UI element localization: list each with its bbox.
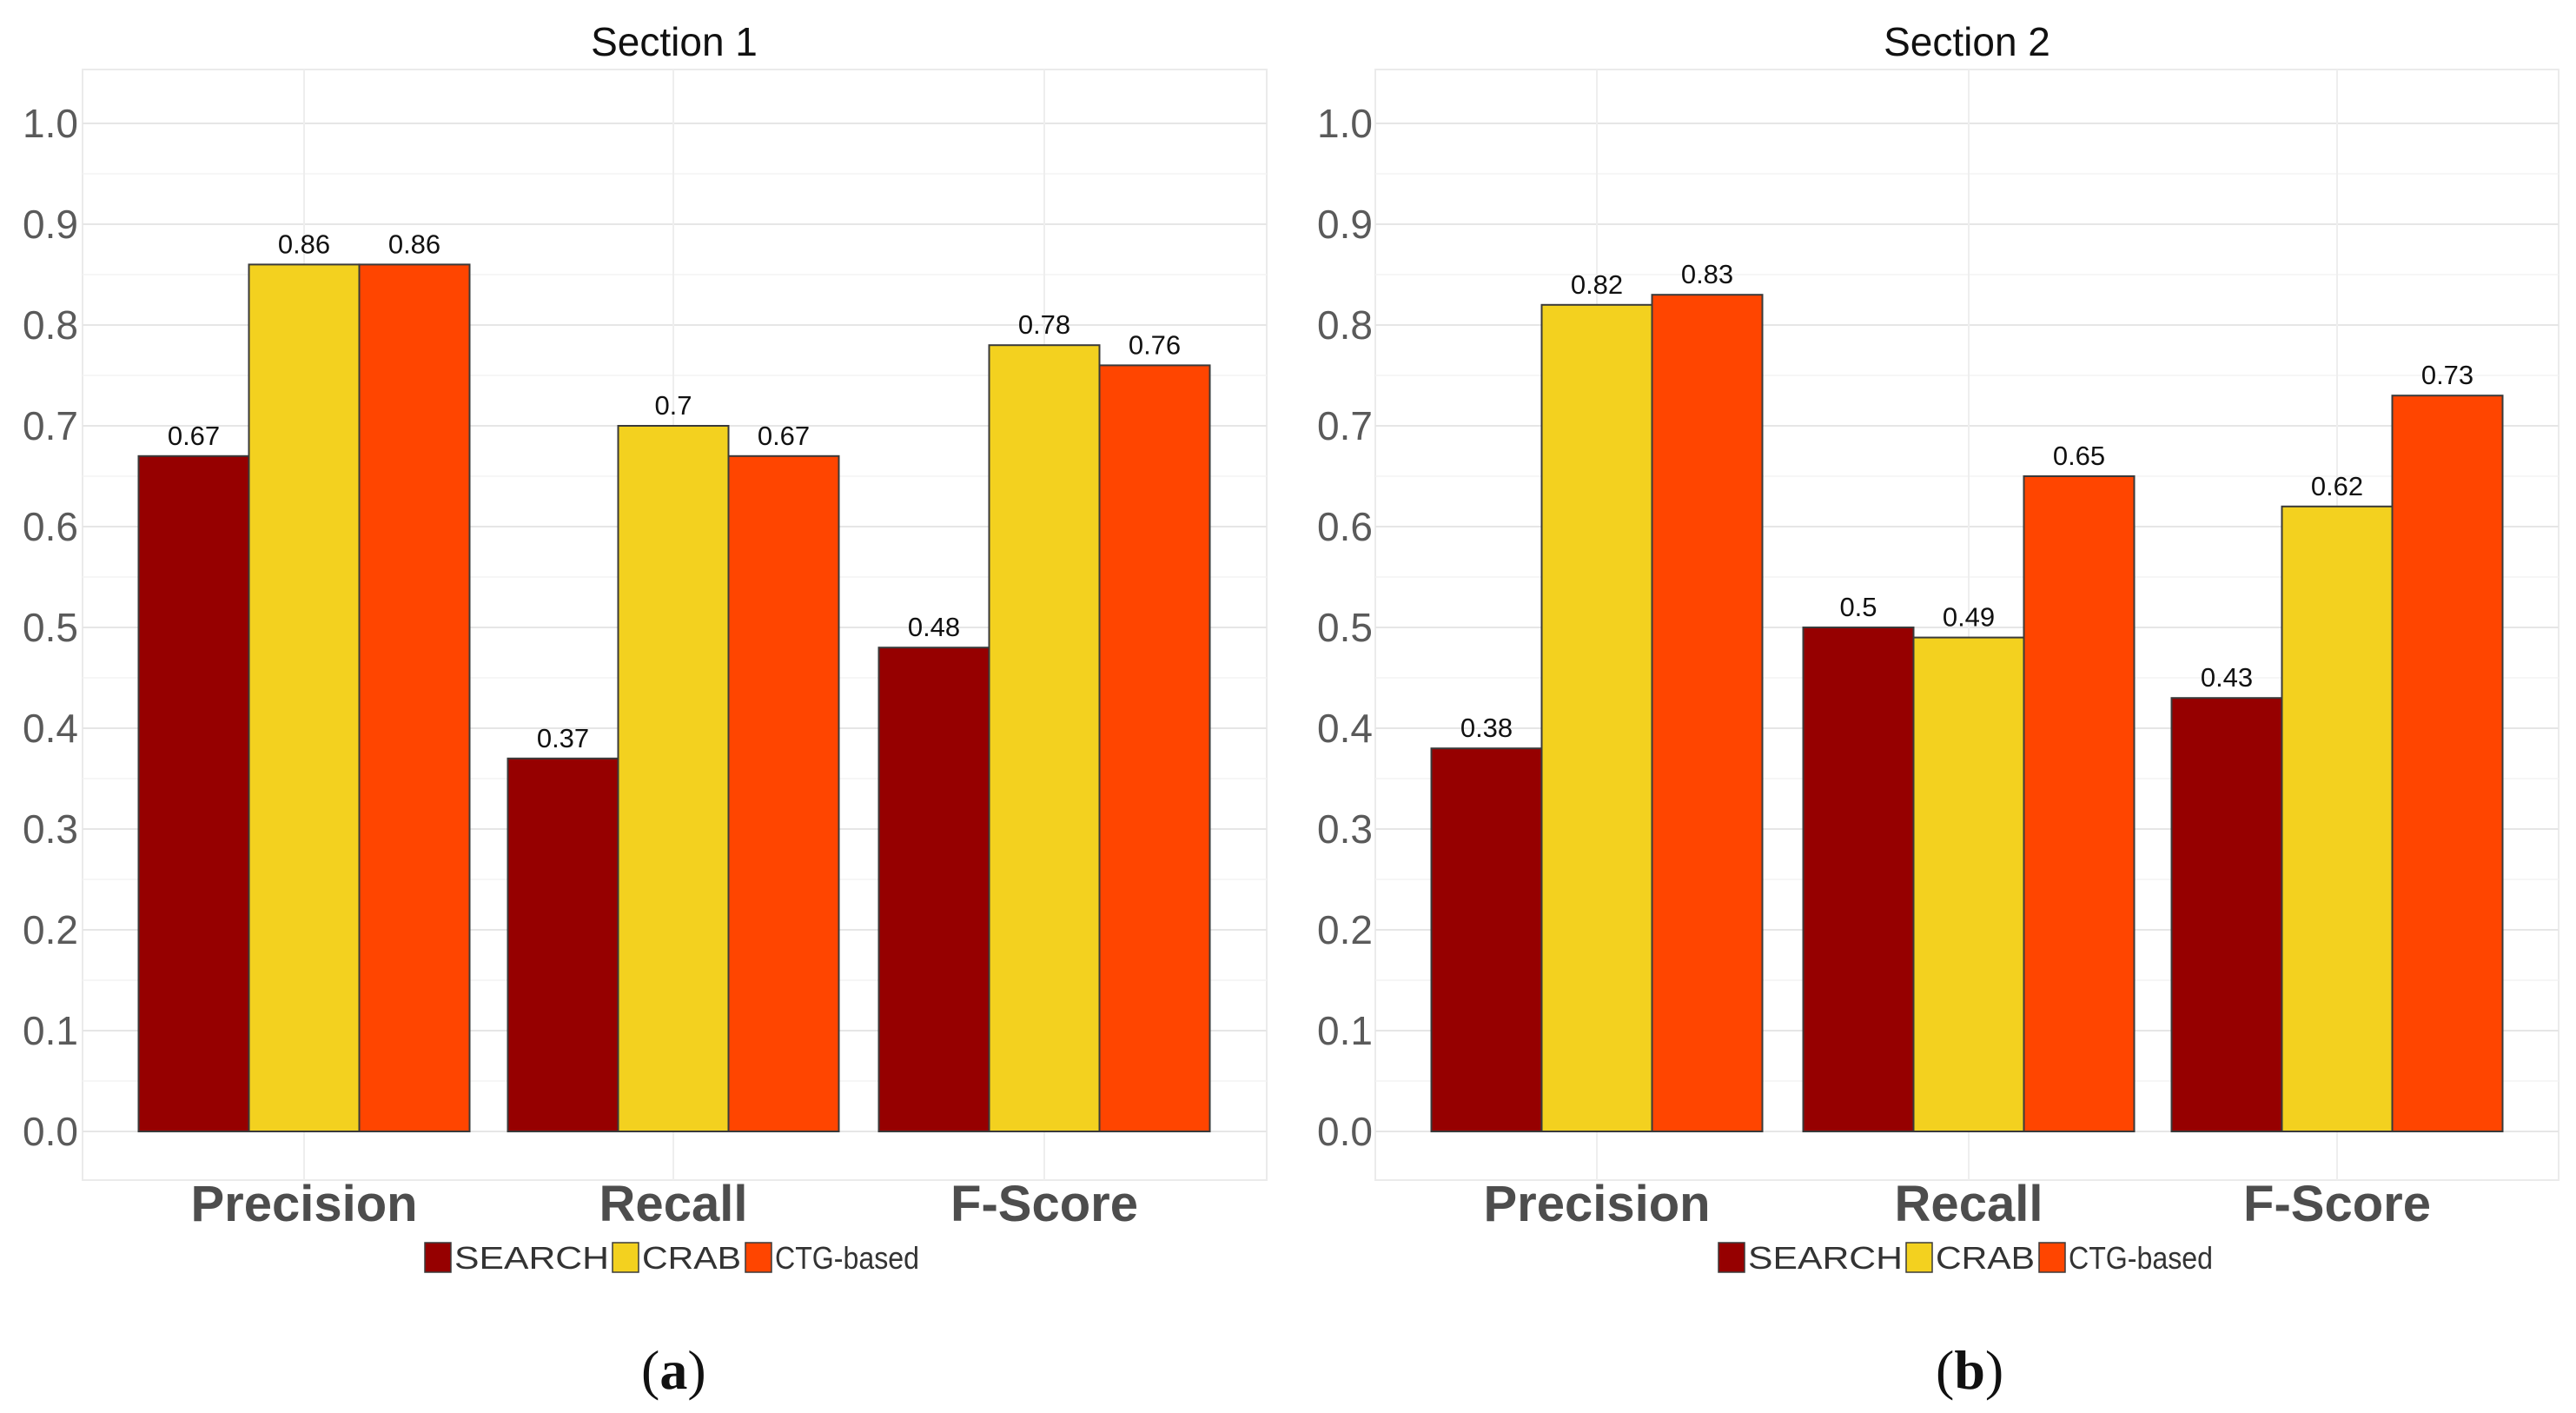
y-tick-label: 0.9 <box>1317 202 1373 247</box>
data-label: 0.67 <box>168 421 220 451</box>
legend-swatch <box>612 1242 639 1273</box>
y-tick-label: 0.4 <box>1317 706 1373 751</box>
bar-ctg-based-f-score <box>2391 395 2504 1132</box>
bar-search-f-score <box>877 647 990 1132</box>
data-label: 0.65 <box>2053 441 2105 471</box>
bar-ctg-based-recall <box>2023 475 2136 1132</box>
subfigure-label: (a) <box>641 1339 706 1401</box>
data-label: 0.73 <box>2421 360 2473 390</box>
data-label: 0.38 <box>1460 713 1513 743</box>
y-tick-label: 0.7 <box>1317 403 1373 448</box>
y-tick-label: 0.6 <box>23 504 78 549</box>
y-tick-label: 0.0 <box>23 1109 78 1154</box>
y-tick-label: 0.1 <box>1317 1008 1373 1053</box>
data-label: 0.37 <box>537 723 589 753</box>
bar-ctg-based-precision <box>1651 294 1764 1132</box>
bar-search-f-score <box>2170 697 2283 1132</box>
y-tick-label: 1.0 <box>1317 101 1373 146</box>
y-tick-label: 0.2 <box>23 907 78 952</box>
y-tick-label: 0.3 <box>23 806 78 852</box>
x-category-label: Recall <box>1895 1176 2043 1232</box>
bar-crab-recall <box>617 425 730 1132</box>
y-tick-label: 0.7 <box>23 403 78 448</box>
data-label: 0.5 <box>1839 592 1877 622</box>
data-label: 0.49 <box>1943 602 1995 633</box>
y-tick-label: 0.5 <box>1317 605 1373 650</box>
y-tick-label: 0.9 <box>23 202 78 247</box>
y-tick-label: 0.4 <box>23 706 78 751</box>
legend-swatch <box>1905 1242 1933 1273</box>
legend-label: SEARCH <box>1748 1240 1903 1276</box>
legend-label: CTG-based <box>775 1240 919 1276</box>
x-category-label: Recall <box>599 1176 748 1232</box>
data-label: 0.82 <box>1571 269 1623 300</box>
chart-panel-1: 0.0 0.1 0.2 0.3 0.4 0.5 0.6 0.7 0.8 0.9 1.0 0.67 0.8… <box>23 19 1268 1401</box>
subfigure-label: (b) <box>1936 1339 2003 1401</box>
y-tick-label: 0.2 <box>1317 907 1373 952</box>
legend-label: CRAB <box>1936 1240 2035 1276</box>
legend-label: CRAB <box>642 1240 741 1276</box>
legend-swatch <box>2038 1242 2066 1273</box>
data-label: 0.67 <box>758 421 810 451</box>
bar-crab-precision <box>248 263 361 1132</box>
bar-crab-f-score <box>988 344 1101 1132</box>
data-label: 0.86 <box>388 229 440 259</box>
data-label: 0.83 <box>1681 259 1733 289</box>
bar-crab-precision <box>1540 303 1653 1132</box>
legend-label: CTG-based <box>2069 1240 2213 1276</box>
legend-swatch <box>745 1242 772 1273</box>
y-tick-label: 0.5 <box>23 605 78 650</box>
bar-ctg-based-precision <box>358 263 471 1132</box>
legend: SEARCH CRAB CTG-based <box>424 1240 919 1276</box>
y-tick-label: 0.8 <box>1317 302 1373 348</box>
y-tick-label: 0.1 <box>23 1008 78 1053</box>
x-category-label: Precision <box>190 1176 417 1232</box>
x-category-label: F-Score <box>950 1176 1138 1232</box>
y-tick-label: 0.3 <box>1317 806 1373 852</box>
chart-panel-2: 0.0 0.1 0.2 0.3 0.4 0.5 0.6 0.7 0.8 0.9 1.0 0.38 0.8… <box>1317 19 2559 1401</box>
data-label: 0.76 <box>1129 329 1181 360</box>
bar-search-recall <box>1802 627 1915 1132</box>
data-label: 0.7 <box>654 390 692 421</box>
bar-crab-f-score <box>2281 505 2394 1132</box>
chart-title: Section 2 <box>1884 19 2050 64</box>
legend-swatch <box>424 1242 452 1273</box>
y-tick-label: 0.0 <box>1317 1109 1373 1154</box>
x-category-label: Precision <box>1483 1176 1710 1232</box>
x-category-label: F-Score <box>2243 1176 2431 1232</box>
y-tick-label: 1.0 <box>23 101 78 146</box>
bar-crab-recall <box>1912 636 2025 1132</box>
bar-ctg-based-f-score <box>1098 364 1211 1132</box>
data-label: 0.86 <box>278 229 330 259</box>
legend-label: SEARCH <box>454 1240 609 1276</box>
data-label: 0.62 <box>2311 471 2363 501</box>
data-label: 0.48 <box>908 612 960 642</box>
y-tick-label: 0.8 <box>23 302 78 348</box>
legend: SEARCH CRAB CTG-based <box>1718 1240 2213 1276</box>
bar-search-recall <box>507 757 619 1132</box>
data-label: 0.43 <box>2201 662 2253 693</box>
y-tick-label: 0.6 <box>1317 504 1373 549</box>
bar-search-precision <box>1430 747 1543 1132</box>
legend-swatch <box>1718 1242 1745 1273</box>
chart-title: Section 1 <box>591 19 758 64</box>
bar-search-precision <box>137 454 250 1132</box>
bar-ctg-based-recall <box>727 454 840 1132</box>
data-label: 0.78 <box>1018 309 1070 340</box>
